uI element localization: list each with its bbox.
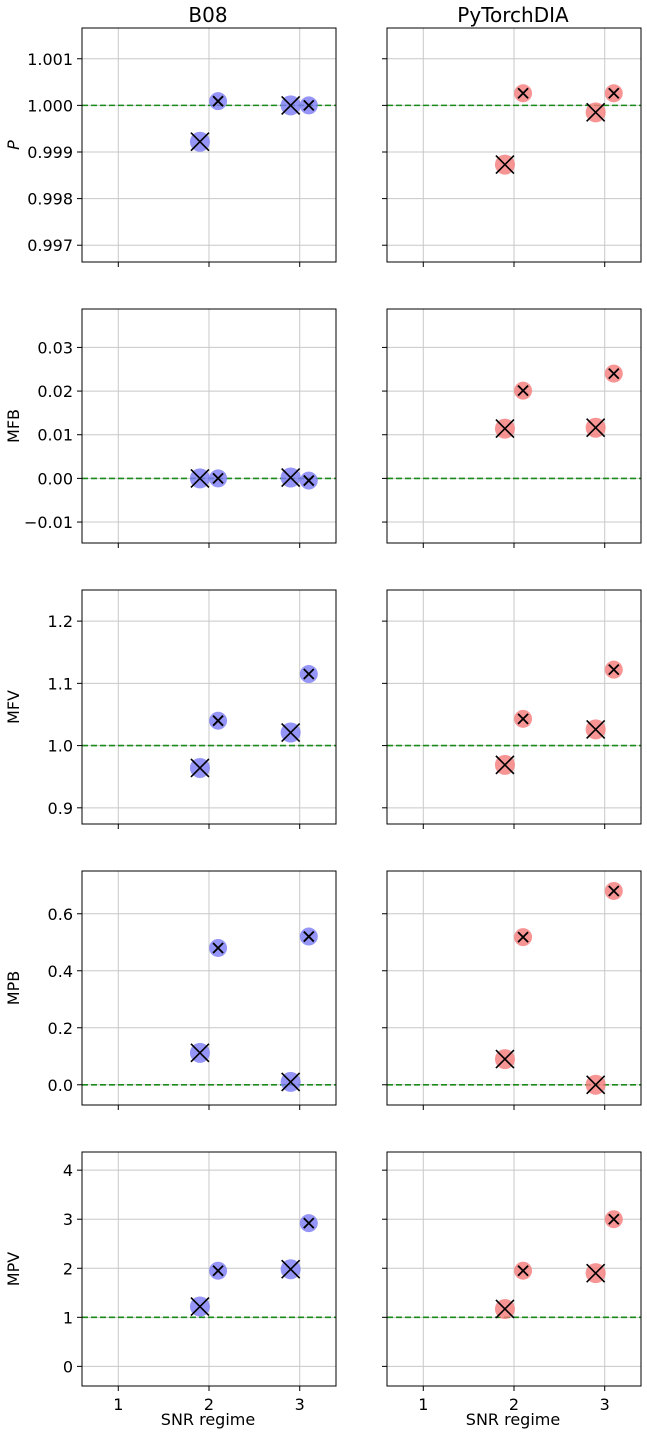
y-tick-label: 1	[63, 1308, 73, 1327]
y-tick-label: 1.1	[48, 674, 73, 693]
x-tick-label: 3	[600, 1395, 610, 1414]
y-tick-label: 0.00	[37, 469, 73, 488]
data-point-cross	[517, 1265, 529, 1277]
data-point-cross	[212, 942, 224, 954]
data-point-cross	[190, 132, 210, 152]
data-point-cross	[212, 715, 224, 727]
data-point-cross	[190, 468, 210, 488]
data-point-cross	[303, 668, 315, 680]
x-tick-label: 2	[204, 1395, 214, 1414]
data-point-cross	[303, 474, 315, 487]
data-point-cross	[517, 713, 529, 725]
data-point-cross	[281, 1259, 301, 1279]
x-tick-label: 1	[113, 1395, 123, 1414]
data-point-cross	[495, 419, 515, 439]
y-tick-label: 0.01	[37, 426, 73, 445]
data-point-cross	[517, 385, 529, 397]
x-axis-label-b08: SNR regime	[161, 1410, 255, 1429]
panel-p-pytorchdia	[382, 27, 642, 267]
subplot-grid: P0.9970.9980.9991.0001.001MFB−0.010.000.…	[4, 27, 642, 1414]
data-point-cross	[608, 1213, 620, 1225]
data-point-cross	[495, 1299, 515, 1319]
y-tick-label: 0.9	[48, 799, 73, 818]
y-axis-label-mpb: MPB	[4, 971, 23, 1005]
y-tick-label: 0.997	[27, 236, 73, 255]
y-tick-label: 0.2	[48, 1019, 73, 1038]
data-point-cross	[517, 931, 529, 943]
data-point-cross	[586, 719, 606, 739]
panel-mfv-b08: 0.9 1.0 1.1 1.2	[48, 589, 337, 829]
panel-mfb-b08: −0.01 0.00 0.01 0.02 0.03	[24, 308, 337, 548]
data-point-cross	[608, 367, 620, 380]
y-tick-label: 2	[63, 1259, 73, 1278]
y-tick-label: 0.03	[37, 338, 73, 357]
data-point-cross	[586, 418, 606, 438]
panel-mpv-pytorchdia: 1 2 3	[382, 1151, 642, 1414]
y-tick-label: 3	[63, 1210, 73, 1229]
data-point-cross	[303, 930, 315, 943]
data-point-cross	[190, 758, 210, 778]
data-point-cross	[495, 755, 515, 775]
data-point-cross	[586, 1263, 606, 1283]
y-tick-label: −0.01	[24, 513, 73, 532]
panel-mfv-pytorchdia	[382, 589, 642, 829]
data-point-cross	[281, 95, 301, 115]
data-point-cross	[212, 1265, 224, 1277]
data-point-cross	[586, 1075, 606, 1095]
data-point-cross	[608, 885, 620, 897]
panel-mpb-pytorchdia	[382, 870, 642, 1110]
y-tick-label: 1.2	[48, 612, 73, 631]
data-point-cross	[495, 155, 515, 175]
data-point-cross	[608, 87, 620, 99]
y-tick-label: 1.0	[48, 737, 73, 756]
column-title-pytorchdia: PyTorchDIA	[457, 3, 569, 27]
x-tick-label: 2	[509, 1395, 519, 1414]
data-point-cross	[586, 102, 606, 122]
data-point-cross	[303, 1217, 315, 1229]
data-point-cross	[212, 472, 224, 485]
x-tick-label: 1	[418, 1395, 428, 1414]
y-tick-label: 0	[63, 1357, 73, 1376]
y-axis-label-mpv: MPV	[4, 1252, 23, 1286]
y-tick-label: 4	[63, 1161, 73, 1180]
y-tick-label: 0.0	[48, 1076, 73, 1095]
data-point-cross	[281, 722, 301, 743]
panel-mfb-pytorchdia	[382, 308, 642, 548]
data-point-cross	[495, 1049, 515, 1069]
data-point-cross	[281, 1072, 301, 1092]
data-point-cross	[212, 95, 224, 107]
y-axis-label-mfv: MFV	[4, 690, 23, 724]
data-point-cross	[190, 1043, 210, 1063]
y-tick-label: 0.02	[37, 382, 73, 401]
y-tick-label: 1.000	[27, 96, 73, 115]
data-point-cross	[190, 1296, 210, 1317]
data-point-cross	[303, 99, 315, 112]
y-tick-label: 0.4	[48, 962, 73, 981]
data-point-cross	[281, 467, 301, 488]
y-tick-label: 1.001	[27, 50, 73, 69]
y-axis-label-mfb: MFB	[4, 409, 23, 443]
y-tick-label: 0.999	[27, 143, 73, 162]
panel-mpv-b08: 1 2 3 0 1 2 3 4	[63, 1151, 337, 1414]
y-tick-label: 0.6	[48, 905, 73, 924]
x-axis-label-pytorchdia: SNR regime	[466, 1410, 560, 1429]
column-title-b08: B08	[188, 3, 227, 27]
data-point-cross	[608, 664, 620, 676]
panel-p-b08: 0.997 0.998 0.999 1.000 1.001	[27, 27, 337, 267]
panel-mpb-b08: 0.0 0.2 0.4 0.6	[48, 870, 337, 1110]
data-point-cross	[517, 87, 529, 99]
x-tick-label: 3	[295, 1395, 305, 1414]
y-axis-label-p: P	[4, 140, 23, 150]
y-tick-label: 0.998	[27, 190, 73, 209]
